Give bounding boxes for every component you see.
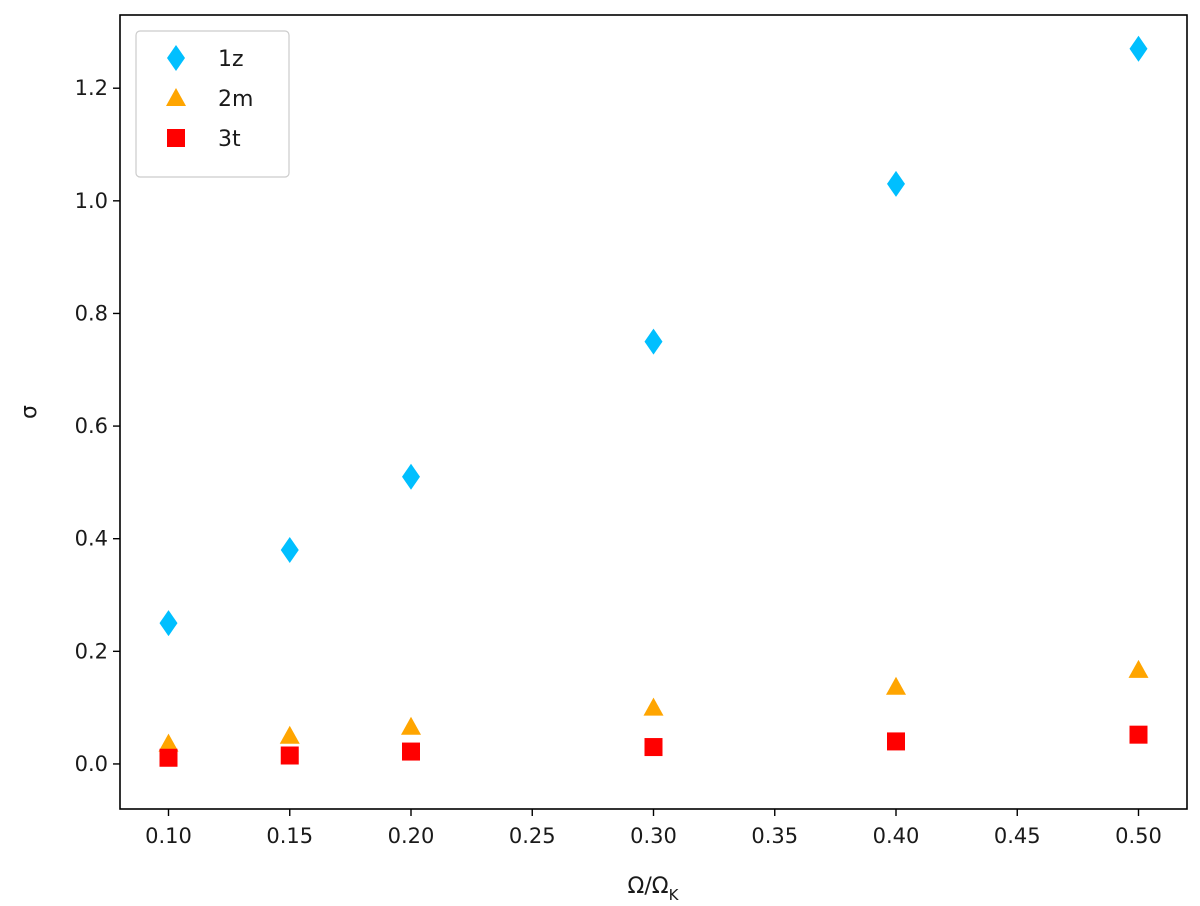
data-point-2m [401, 716, 421, 735]
legend-label-2m: 2m [218, 87, 253, 112]
data-point-1z [887, 170, 905, 197]
x-axis-label-main: Ω/Ω [628, 874, 669, 899]
legend-box [135, 30, 290, 178]
x-tick-label: 0.15 [266, 824, 313, 848]
data-markers [158, 35, 1149, 767]
data-point-1z [644, 328, 663, 355]
data-point-1z [280, 536, 299, 563]
legend-marker-3t [167, 129, 185, 147]
data-point-2m [886, 676, 906, 695]
data-point-3t [887, 732, 905, 751]
x-axis-label-subscript: K [669, 886, 680, 904]
x-tick-label: 0.50 [1115, 824, 1162, 848]
data-point-2m [158, 733, 179, 752]
x-tick-label: 0.35 [751, 824, 798, 848]
x-axis-ticks: 0.10 0.15 0.20 0.25 0.30 0.35 0.40 0.45 0.50 [145, 809, 1162, 848]
data-point-2m [643, 697, 664, 716]
y-tick-label: 0.0 [75, 752, 108, 776]
y-tick-label: 0.2 [75, 639, 108, 663]
legend-marker-1z [167, 45, 185, 71]
y-axis-ticks: 0.0 0.2 0.4 0.6 0.8 1.0 1.2 [75, 76, 120, 776]
legend-marker-2m [166, 88, 186, 106]
data-point-3t [280, 746, 299, 765]
data-point-2m [279, 725, 300, 744]
x-tick-label: 0.25 [509, 824, 556, 848]
data-point-1z [159, 610, 178, 637]
data-point-1z [1129, 35, 1148, 62]
y-tick-label: 0.8 [75, 301, 108, 325]
data-point-2m [1128, 659, 1149, 678]
legend: 1z 2m 3t [135, 30, 290, 178]
data-point-3t [159, 748, 178, 767]
x-tick-label: 0.40 [873, 824, 920, 848]
y-axis-label: σ [17, 405, 42, 419]
y-tick-label: 0.6 [75, 414, 108, 438]
x-tick-label: 0.45 [994, 824, 1041, 848]
legend-label-1z: 1z [218, 47, 244, 72]
data-point-3t [644, 738, 663, 757]
data-point-3t [402, 742, 420, 761]
y-tick-label: 1.0 [75, 189, 108, 213]
x-tick-label: 0.30 [630, 824, 677, 848]
data-point-3t [1129, 725, 1148, 744]
data-point-1z [402, 463, 420, 490]
x-tick-label: 0.10 [145, 824, 192, 848]
y-tick-label: 0.4 [75, 527, 108, 551]
legend-label-3t: 3t [218, 127, 241, 152]
x-axis-label: Ω/ΩK [628, 874, 680, 904]
y-tick-label: 1.2 [75, 76, 108, 100]
x-tick-label: 0.20 [388, 824, 435, 848]
